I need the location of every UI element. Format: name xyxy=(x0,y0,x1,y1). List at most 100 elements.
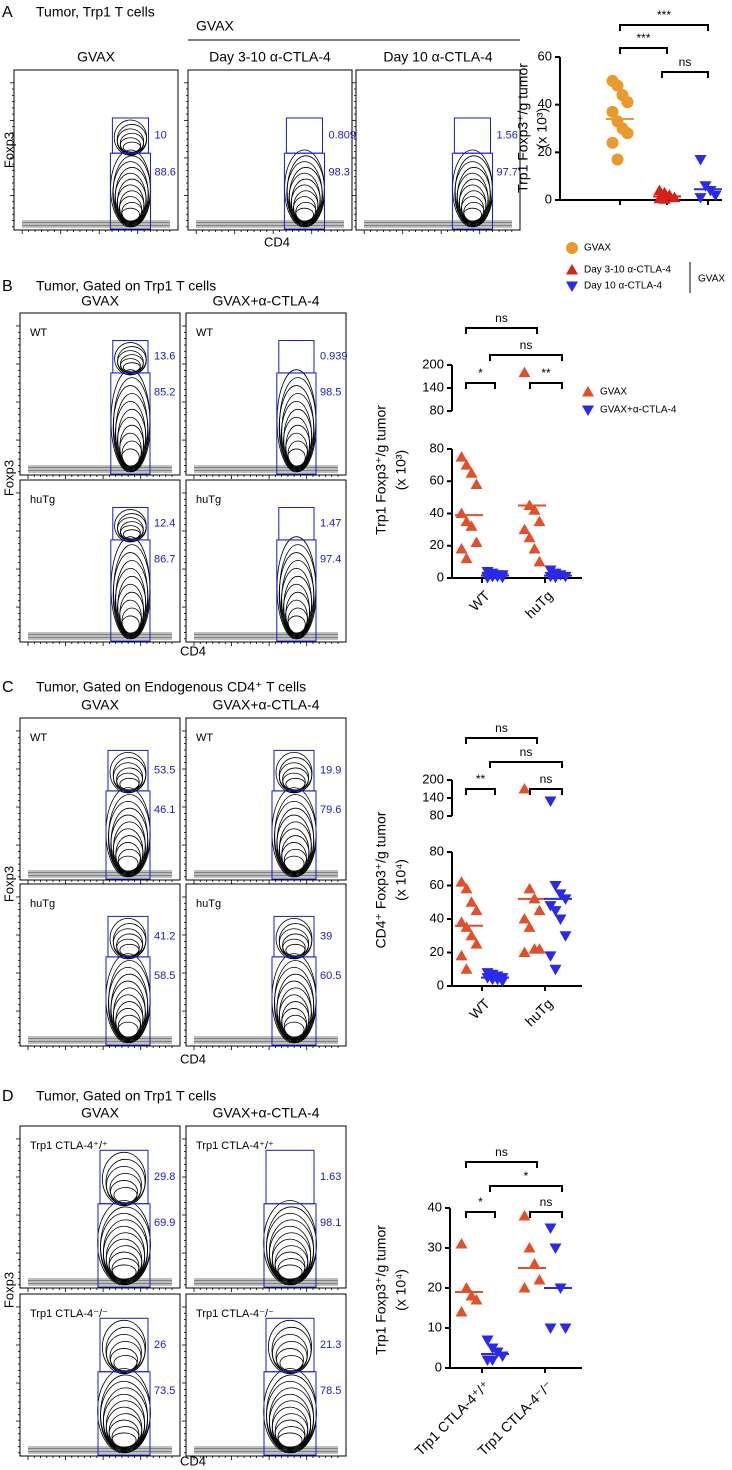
data-point xyxy=(470,1294,483,1305)
data-point xyxy=(694,193,707,204)
data-point xyxy=(518,946,531,957)
gate-lower xyxy=(105,790,151,880)
data-point xyxy=(470,904,483,916)
column-header: GVAX+α-CTLA-4 xyxy=(212,697,319,713)
y-tick-label: 20 xyxy=(430,944,444,959)
y-tick-label: 140 xyxy=(422,379,444,394)
significance-bracket xyxy=(465,1211,496,1218)
data-point xyxy=(465,896,478,907)
y-axis-label: Foxp3 xyxy=(1,132,16,168)
data-point xyxy=(455,1238,468,1249)
gate-percent: 39 xyxy=(320,931,332,943)
data-point xyxy=(559,571,572,583)
data-point xyxy=(518,523,531,535)
legend-marker xyxy=(582,386,594,397)
data-point xyxy=(544,1223,557,1234)
significance-label: * xyxy=(478,366,483,380)
significance-label: * xyxy=(524,1169,529,1183)
gate-percent: 85.2 xyxy=(154,386,175,398)
contour xyxy=(272,1333,308,1373)
legend-label: Day 3-10 α-CTLA-4 xyxy=(584,265,671,276)
data-point xyxy=(549,906,562,917)
y-tick-label: 80 xyxy=(430,402,444,417)
y-tick-label: 40 xyxy=(538,96,552,111)
gate-lower xyxy=(110,372,151,475)
data-point xyxy=(694,154,707,166)
gate-lower xyxy=(283,152,325,230)
data-point xyxy=(554,914,567,925)
gate-percent: 98.1 xyxy=(320,1217,341,1229)
significance-bracket xyxy=(529,1211,563,1218)
significance-label: ns xyxy=(540,772,553,786)
data-point xyxy=(621,127,634,140)
y-tick-label: 0 xyxy=(437,569,444,584)
gate-lower xyxy=(110,539,151,642)
gate-lower xyxy=(263,1203,317,1288)
gate-lower xyxy=(271,956,317,1046)
y-tick-label: 200 xyxy=(422,356,444,371)
y-tick-label: 40 xyxy=(430,505,444,520)
column-header: Day 3-10 α-CTLA-4 xyxy=(209,49,331,65)
panel-letter: A xyxy=(2,4,13,21)
significance-bracket xyxy=(465,737,538,744)
row-label: huTg xyxy=(196,494,221,506)
row-label: Trp1 CTLA-4⁺/⁺ xyxy=(196,1140,274,1152)
contour xyxy=(267,1319,312,1375)
plot-frame xyxy=(187,69,353,231)
y-axis-label: Trp1 Foxp3⁺/g tumor xyxy=(515,63,531,193)
gate-percent: 0.809 xyxy=(328,130,356,142)
row-label: WT xyxy=(196,732,213,744)
row-label: huTg xyxy=(30,898,55,910)
significance-label: ns xyxy=(679,55,692,69)
gate-percent: 1.63 xyxy=(320,1171,341,1183)
y-tick-label: 140 xyxy=(422,789,444,804)
gate-percent: 19.9 xyxy=(320,765,341,777)
significance-bracket xyxy=(465,327,538,334)
plot-frame xyxy=(19,883,181,1047)
significance-label: ns xyxy=(520,338,533,352)
significance-bracket xyxy=(465,382,496,389)
gate-lower xyxy=(276,372,317,475)
contour xyxy=(123,362,141,373)
gate-percent: 21.3 xyxy=(320,1339,341,1351)
y-tick-label: 40 xyxy=(430,910,444,925)
data-point xyxy=(518,783,531,794)
significance-label: *** xyxy=(657,8,671,22)
gate-lower xyxy=(271,790,317,880)
panel-title: Tumor, Gated on Trp1 T cells xyxy=(36,1088,216,1104)
data-point xyxy=(455,876,468,887)
significance-bracket xyxy=(465,788,496,795)
data-point xyxy=(455,949,468,961)
plot-frame xyxy=(185,883,347,1047)
contour xyxy=(283,848,308,873)
y-axis-label: Foxp3 xyxy=(1,1272,16,1308)
data-point xyxy=(533,943,546,954)
data-point xyxy=(465,467,478,478)
data-point xyxy=(544,951,557,962)
data-point xyxy=(544,1323,557,1334)
y-tick-label: 60 xyxy=(430,473,444,488)
gate-percent: 69.9 xyxy=(154,1217,175,1229)
contour xyxy=(279,1355,304,1372)
contour xyxy=(105,1326,146,1374)
gate-percent: 73.5 xyxy=(154,1385,175,1397)
contour xyxy=(277,1426,306,1448)
legend-label: Day 10 α-CTLA-4 xyxy=(584,281,662,292)
data-point xyxy=(481,1335,494,1346)
plot-frame xyxy=(19,1125,181,1289)
gate-percent: 26 xyxy=(154,1339,166,1351)
data-point xyxy=(523,882,536,894)
data-point xyxy=(533,904,546,916)
gate-lower xyxy=(97,1203,151,1288)
significance-bracket xyxy=(529,788,563,795)
contour xyxy=(285,943,306,957)
row-label: WT xyxy=(30,327,47,339)
y-axis-unit: (x 10³) xyxy=(393,450,409,490)
gate-lower xyxy=(97,1371,151,1456)
gate-percent: 46.1 xyxy=(154,804,175,816)
panel-title: Tumor, Gated on Trp1 T cells xyxy=(36,278,216,294)
x-axis-label: CD4 xyxy=(180,643,206,658)
data-point xyxy=(523,531,536,543)
gate-percent: 98.3 xyxy=(328,166,349,178)
